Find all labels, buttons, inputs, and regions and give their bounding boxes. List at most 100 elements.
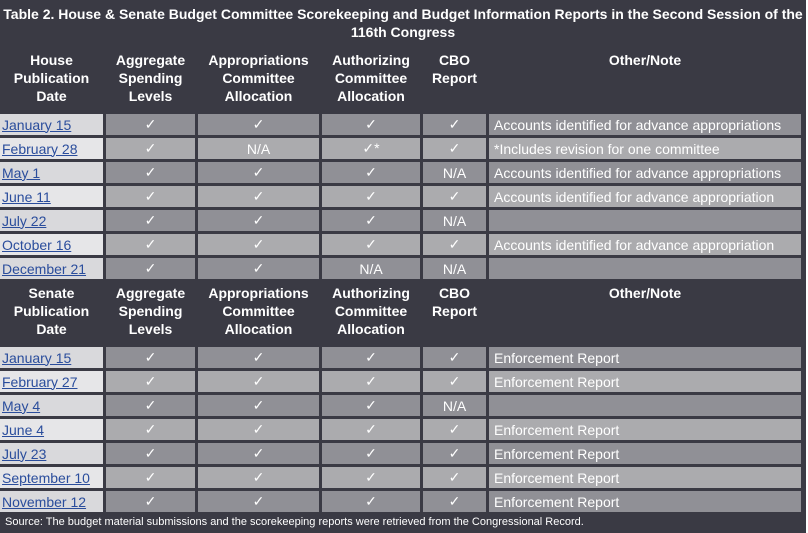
table-row: July 23 ✓ ✓ ✓ ✓ Enforcement Report <box>0 443 801 464</box>
senate-column-header: Other/Note <box>489 282 801 344</box>
senate-column-header: Authorizing Committee Allocation <box>322 282 420 344</box>
house-column-header: House Publication Date <box>0 49 103 111</box>
authorizing-cell: ✓ <box>322 347 420 368</box>
senate-date-cell: November 12 <box>0 491 103 512</box>
table-row: May 1 ✓ ✓ ✓ N/A Accounts identified for advan… <box>0 162 801 183</box>
senate-column-header: CBO Report <box>423 282 486 344</box>
note-cell: Enforcement Report <box>489 371 801 392</box>
table-row: June 4 ✓ ✓ ✓ ✓ Enforcement Report <box>0 419 801 440</box>
note-cell <box>489 258 801 279</box>
note-cell: Enforcement Report <box>489 467 801 488</box>
house-date-link[interactable]: February 28 <box>2 140 78 157</box>
aggregate-spending-cell: ✓ <box>106 491 195 512</box>
cbo-report-cell: ✓ <box>423 138 486 159</box>
cbo-report-cell: N/A <box>423 395 486 416</box>
senate-date-link[interactable]: May 4 <box>2 397 41 414</box>
cbo-report-cell: ✓ <box>423 114 486 135</box>
appropriations-cell: ✓ <box>198 114 319 135</box>
aggregate-spending-cell: ✓ <box>106 467 195 488</box>
aggregate-spending-cell: ✓ <box>106 371 195 392</box>
note-cell: Enforcement Report <box>489 419 801 440</box>
senate-date-link[interactable]: January 15 <box>2 349 72 366</box>
senate-date-link[interactable]: November 12 <box>2 493 87 510</box>
senate-date-cell: February 27 <box>0 371 103 392</box>
house-date-link[interactable]: January 15 <box>2 116 72 133</box>
authorizing-cell: ✓ <box>322 419 420 440</box>
house-date-link[interactable]: October 16 <box>2 236 72 253</box>
authorizing-cell: ✓ <box>322 443 420 464</box>
appropriations-cell: ✓ <box>198 258 319 279</box>
authorizing-cell: ✓ <box>322 114 420 135</box>
senate-column-header: Aggregate Spending Levels <box>106 282 195 344</box>
aggregate-spending-cell: ✓ <box>106 395 195 416</box>
senate-date-cell: May 4 <box>0 395 103 416</box>
authorizing-cell: N/A <box>322 258 420 279</box>
aggregate-spending-cell: ✓ <box>106 114 195 135</box>
house-header-row: House Publication Date Aggregate Spending… <box>0 49 801 111</box>
note-cell: Enforcement Report <box>489 347 801 368</box>
aggregate-spending-cell: ✓ <box>106 186 195 207</box>
note-cell <box>489 395 801 416</box>
authorizing-cell: ✓ <box>322 371 420 392</box>
senate-date-link[interactable]: September 10 <box>2 469 90 486</box>
appropriations-cell: ✓ <box>198 419 319 440</box>
senate-date-cell: September 10 <box>0 467 103 488</box>
house-date-cell: December 21 <box>0 258 103 279</box>
table-row: February 27 ✓ ✓ ✓ ✓ Enforcement Report <box>0 371 801 392</box>
senate-date-link[interactable]: February 27 <box>2 373 78 390</box>
table-row: January 15 ✓ ✓ ✓ ✓ Enforcement Report <box>0 347 801 368</box>
authorizing-cell: ✓ <box>322 234 420 255</box>
appropriations-cell: ✓ <box>198 186 319 207</box>
table-row: February 28 ✓ N/A ✓* ✓ *Includes revision for… <box>0 138 801 159</box>
table-row: May 4 ✓ ✓ ✓ N/A <box>0 395 801 416</box>
senate-column-header: Senate Publication Date <box>0 282 103 344</box>
cbo-report-cell: ✓ <box>423 186 486 207</box>
table-row: July 22 ✓ ✓ ✓ N/A <box>0 210 801 231</box>
senate-date-cell: January 15 <box>0 347 103 368</box>
senate-header-row: Senate Publication Date Aggregate Spendin… <box>0 282 801 344</box>
house-date-cell: May 1 <box>0 162 103 183</box>
house-date-link[interactable]: July 22 <box>2 212 47 229</box>
note-cell: *Includes revision for one committee <box>489 138 801 159</box>
aggregate-spending-cell: ✓ <box>106 234 195 255</box>
note-cell: Accounts identified for advance appropri… <box>489 114 801 135</box>
source-note: Source: The budget material submissions … <box>0 512 806 533</box>
authorizing-cell: ✓ <box>322 210 420 231</box>
senate-date-link[interactable]: July 23 <box>2 445 47 462</box>
note-cell <box>489 210 801 231</box>
appropriations-cell: ✓ <box>198 234 319 255</box>
house-date-link[interactable]: May 1 <box>2 164 41 181</box>
cbo-report-cell: ✓ <box>423 491 486 512</box>
senate-date-cell: June 4 <box>0 419 103 440</box>
cbo-report-cell: ✓ <box>423 419 486 440</box>
cbo-report-cell: ✓ <box>423 234 486 255</box>
appropriations-cell: ✓ <box>198 443 319 464</box>
cbo-report-cell: N/A <box>423 162 486 183</box>
appropriations-cell: ✓ <box>198 347 319 368</box>
appropriations-cell: ✓ <box>198 467 319 488</box>
appropriations-cell: N/A <box>198 138 319 159</box>
aggregate-spending-cell: ✓ <box>106 258 195 279</box>
note-cell: Accounts identified for advance appropri… <box>489 234 801 255</box>
aggregate-spending-cell: ✓ <box>106 419 195 440</box>
house-date-cell: June 11 <box>0 186 103 207</box>
aggregate-spending-cell: ✓ <box>106 347 195 368</box>
cbo-report-cell: N/A <box>423 210 486 231</box>
note-cell: Accounts identified for advance appropri… <box>489 186 801 207</box>
aggregate-spending-cell: ✓ <box>106 162 195 183</box>
appropriations-cell: ✓ <box>198 395 319 416</box>
appropriations-cell: ✓ <box>198 371 319 392</box>
cbo-report-cell: ✓ <box>423 467 486 488</box>
senate-date-link[interactable]: June 4 <box>2 421 45 438</box>
appropriations-cell: ✓ <box>198 162 319 183</box>
house-date-cell: February 28 <box>0 138 103 159</box>
table-row: November 12 ✓ ✓ ✓ ✓ Enforcement Report <box>0 491 801 512</box>
aggregate-spending-cell: ✓ <box>106 443 195 464</box>
table-title: Table 2. House & Senate Budget Committee… <box>0 0 806 46</box>
table-row: October 16 ✓ ✓ ✓ ✓ Accounts identified for ad… <box>0 234 801 255</box>
house-date-link[interactable]: December 21 <box>2 260 87 277</box>
cbo-report-cell: ✓ <box>423 371 486 392</box>
table-row: December 21 ✓ ✓ N/A N/A <box>0 258 801 279</box>
aggregate-spending-cell: ✓ <box>106 138 195 159</box>
house-date-link[interactable]: June 11 <box>2 188 51 205</box>
